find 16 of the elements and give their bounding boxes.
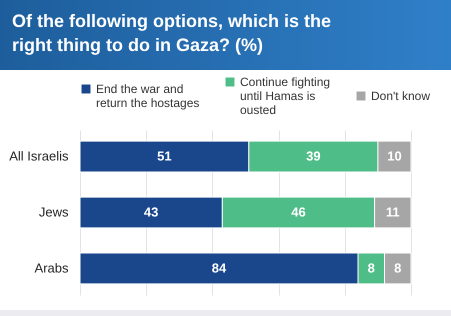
data-label: 10: [387, 148, 402, 164]
y-tick-label: Jews: [38, 204, 69, 220]
legend-label: Continue fighting until Hamas is ousted: [240, 75, 330, 117]
data-label: 84: [212, 260, 228, 276]
data-label: 11: [386, 204, 400, 220]
data-label: 43: [144, 204, 158, 220]
data-label: 8: [394, 260, 402, 276]
data-label: 51: [157, 148, 172, 164]
chart-title: Of the following options, which is the right thing to do in Gaza? (%): [12, 10, 332, 57]
data-label: 39: [306, 148, 321, 164]
y-tick-label: Arabs: [34, 260, 69, 276]
legend-label: Don't know: [371, 89, 430, 103]
data-label: 8: [368, 260, 375, 276]
y-tick-label: All Israelis: [9, 148, 69, 164]
data-label: 46: [291, 204, 306, 220]
legend-label: End the war and return the hostages: [96, 82, 200, 110]
